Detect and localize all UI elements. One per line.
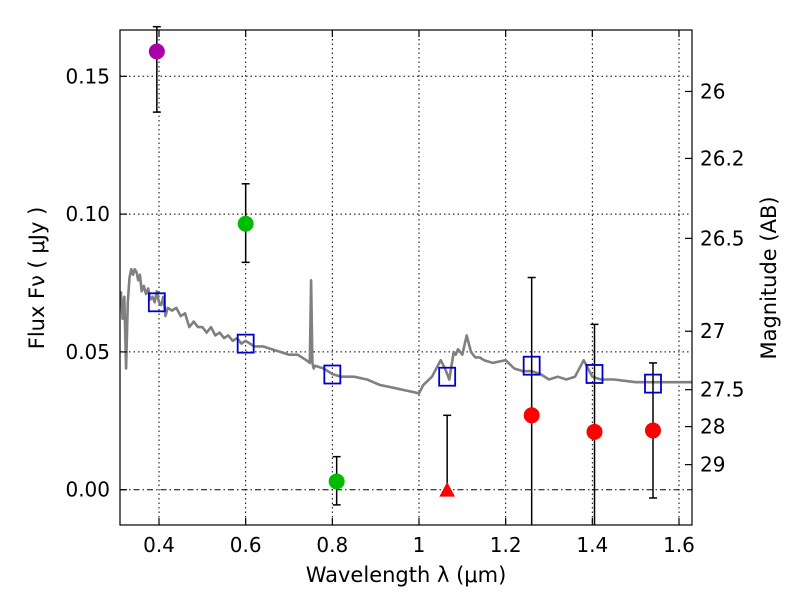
model-photometry-point bbox=[585, 364, 604, 384]
upper-limit-marker bbox=[439, 482, 456, 497]
observed-flux-point bbox=[586, 423, 603, 440]
y-tick-label: 0.15 bbox=[65, 64, 110, 88]
y-axis-title: Flux Fν ( μJy ) bbox=[25, 207, 49, 350]
x-tick-label: 1.4 bbox=[576, 533, 608, 557]
y-tick-label: 0.00 bbox=[65, 478, 110, 502]
observed-flux-point bbox=[523, 407, 540, 424]
x-tick-label: 1 bbox=[413, 533, 426, 557]
x-axis-title: Wavelength λ (μm) bbox=[306, 563, 507, 587]
observed-flux-point bbox=[645, 422, 661, 439]
mag-tick-label: 28 bbox=[700, 415, 725, 439]
observed-flux-point bbox=[148, 43, 165, 60]
x-tick-label: 0.4 bbox=[143, 533, 175, 557]
model-photometry-point bbox=[522, 355, 541, 376]
model-spectrum-line bbox=[119, 267, 692, 395]
mag-tick-label: 29 bbox=[700, 453, 725, 477]
y-tick-label: 0.05 bbox=[65, 340, 110, 364]
y2-axis-title: Magnitude (AB) bbox=[757, 196, 781, 359]
x-tick-label: 0.8 bbox=[316, 533, 348, 557]
y-tick-label: 0.10 bbox=[65, 202, 110, 226]
mag-tick-label: 26 bbox=[700, 79, 725, 103]
spectrum-layer bbox=[119, 267, 692, 395]
marker-layer bbox=[147, 43, 662, 497]
mag-tick-label: 26.2 bbox=[700, 146, 745, 170]
observed-flux-point bbox=[328, 473, 345, 490]
errorbar-layer bbox=[152, 25, 657, 525]
tick-layer: 0.4 0.6 0.8 1 1.2 1.4 1.6 0.00 0.05 0.10 0.15 26 26.… bbox=[65, 30, 745, 557]
observed-flux-point bbox=[237, 215, 254, 232]
model-photometry-point bbox=[644, 373, 662, 394]
model-photometry-point bbox=[438, 366, 457, 387]
model-photometry-point bbox=[236, 333, 255, 354]
x-tick-label: 0.6 bbox=[230, 533, 262, 557]
mag-tick-label: 26.5 bbox=[700, 226, 745, 250]
grid-layer bbox=[120, 30, 692, 525]
x-tick-label: 1.2 bbox=[490, 533, 522, 557]
model-photometry-point bbox=[147, 292, 166, 313]
x-tick-label: 1.6 bbox=[663, 533, 695, 557]
mag-tick-label: 27.5 bbox=[700, 378, 745, 402]
mag-tick-label: 27 bbox=[700, 319, 725, 343]
model-photometry-point bbox=[323, 364, 342, 385]
plot-frame bbox=[119, 29, 693, 526]
